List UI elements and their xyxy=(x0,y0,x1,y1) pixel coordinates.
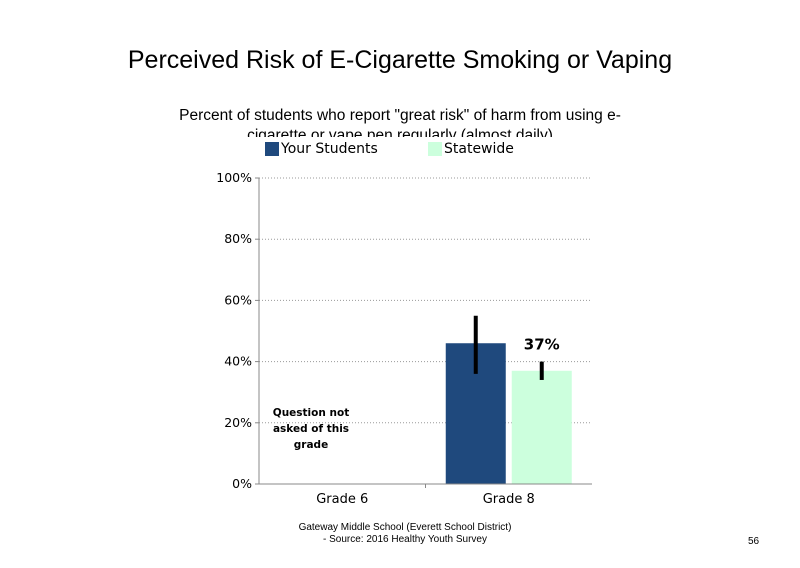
bars xyxy=(445,315,572,484)
y-tick-label: 60% xyxy=(224,292,252,307)
footer: Gateway Middle School (Everett School Di… xyxy=(240,522,570,546)
y-tick-label: 100% xyxy=(216,170,252,185)
annotation-question-not-asked: Question not asked of this grade xyxy=(272,407,350,451)
x-category-label: Grade 8 xyxy=(483,492,535,507)
legend-swatch-statewide xyxy=(428,142,442,156)
legend-item-statewide: Statewide xyxy=(428,141,514,157)
y-tick-labels: 0% 20% 40% 60% 80% 100% xyxy=(216,170,259,491)
footer-line-1: Gateway Middle School (Everett School Di… xyxy=(298,522,512,533)
data-label: 37% xyxy=(524,336,560,354)
legend-item-your-students: Your Students xyxy=(265,141,378,157)
y-tick-label: 40% xyxy=(224,354,252,369)
bar xyxy=(511,370,572,484)
chart-title: Perceived Risk of E-Cigarette Smoking or… xyxy=(127,46,673,74)
y-tick-label: 0% xyxy=(232,476,252,491)
data-labels: 37% xyxy=(524,336,560,354)
footer-line-2: - Source: 2016 Healthy Youth Survey xyxy=(323,534,487,545)
page-number: 56 xyxy=(748,536,760,547)
x-category-label: Grade 6 xyxy=(316,492,368,507)
chart-subtitle: Percent of students who report "great ri… xyxy=(150,106,650,137)
x-category-labels: Grade 6 Grade 8 xyxy=(316,484,535,507)
y-tick-label: 20% xyxy=(224,415,252,430)
legend-label-your-students: Your Students xyxy=(281,141,378,157)
legend-swatch-your-students xyxy=(265,142,279,156)
y-tick-label: 80% xyxy=(224,231,252,246)
legend-label-statewide: Statewide xyxy=(444,141,514,157)
chart-subtitle-text: Percent of students who report "great ri… xyxy=(179,107,621,137)
